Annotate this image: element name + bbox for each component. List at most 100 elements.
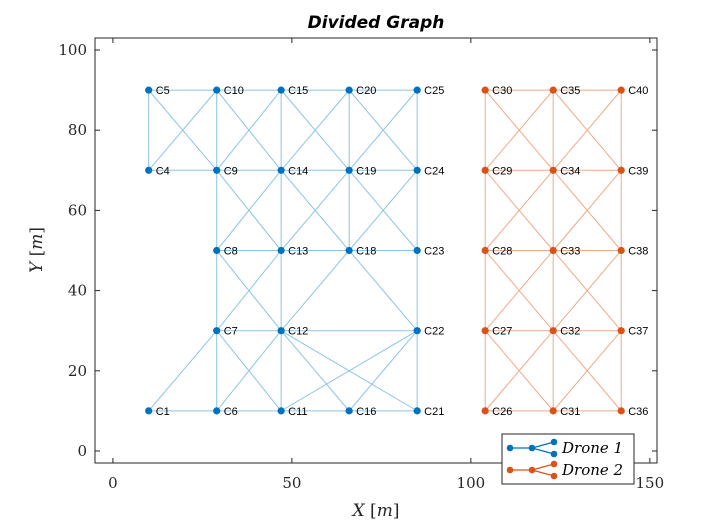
legend-line <box>531 469 555 477</box>
node-label-C27: C27 <box>492 326 512 338</box>
legend-marker <box>506 466 514 474</box>
node-label-C24: C24 <box>424 165 444 177</box>
y-tick-label: 40 <box>68 282 87 300</box>
node-label-C15: C15 <box>288 85 308 97</box>
node-label-C38: C38 <box>628 246 648 258</box>
x-tick-label: 0 <box>108 474 118 492</box>
node-C34 <box>549 166 557 174</box>
edge-C10-C14 <box>216 89 282 171</box>
legend-line <box>531 441 555 449</box>
edge-C14-C18 <box>280 169 350 251</box>
node-label-C18: C18 <box>356 246 376 258</box>
y-axis-label: Y [m] <box>27 227 47 273</box>
node-C19 <box>345 166 353 174</box>
edge-C34-C38 <box>552 169 622 251</box>
node-label-C7: C7 <box>224 326 238 338</box>
x-tick-label: 150 <box>636 474 665 492</box>
node-C33 <box>549 246 557 255</box>
node-label-C11: C11 <box>288 406 307 418</box>
node-label-C8: C8 <box>224 246 238 258</box>
y-tick-label: 0 <box>77 442 87 460</box>
node-label-C23: C23 <box>424 246 444 258</box>
node-label-C34: C34 <box>560 165 580 177</box>
node-label-C4: C4 <box>156 165 170 177</box>
legend: Drone 1 Drone 2 <box>501 433 635 485</box>
x-axis-label: X [m] <box>351 501 400 521</box>
edge-C33-C37 <box>552 250 622 332</box>
legend-label-1: Drone 1 <box>561 439 623 457</box>
node-C12 <box>277 327 285 335</box>
node-C20 <box>345 86 353 94</box>
node-C29 <box>481 166 489 174</box>
edge-C16-C22 <box>348 330 418 412</box>
node-label-C28: C28 <box>492 246 512 258</box>
edge-C15-C19 <box>280 89 350 171</box>
node-C14 <box>277 166 285 174</box>
x-tick-label: 50 <box>282 474 301 492</box>
edge-C28-C32 <box>484 250 554 332</box>
node-C7 <box>213 327 221 335</box>
legend-marker <box>550 472 558 480</box>
y-tick-label: 20 <box>68 362 87 380</box>
node-label-C9: C9 <box>224 165 238 177</box>
node-C28 <box>481 246 489 255</box>
node-C36 <box>617 407 625 415</box>
edge-C12-C16 <box>280 330 350 412</box>
node-label-C25: C25 <box>424 85 444 97</box>
node-C6 <box>213 407 221 415</box>
node-label-C31: C31 <box>560 406 580 418</box>
plot-frame <box>94 37 658 464</box>
node-C8 <box>213 246 221 255</box>
legend-marker <box>528 466 536 474</box>
node-label-C40: C40 <box>628 85 648 97</box>
y-tick-label: 80 <box>68 121 87 139</box>
node-label-C10: C10 <box>224 85 244 97</box>
edge-C9-C13 <box>216 169 282 251</box>
edge-C5-C9 <box>148 89 218 171</box>
node-C21 <box>413 407 421 415</box>
node-label-C6: C6 <box>224 406 238 418</box>
node-label-C5: C5 <box>156 85 170 97</box>
y-tick-label: 100 <box>58 41 87 59</box>
legend-marker <box>506 444 514 452</box>
node-C35 <box>549 86 557 94</box>
node-label-C39: C39 <box>628 165 648 177</box>
legend-marker <box>550 450 558 458</box>
node-C5 <box>145 86 153 94</box>
node-C31 <box>549 407 557 415</box>
node-C26 <box>481 407 489 415</box>
edge-C8-C12 <box>216 250 282 332</box>
node-label-C30: C30 <box>492 85 512 97</box>
node-C40 <box>617 86 625 94</box>
node-C38 <box>617 246 625 255</box>
graph-nodes: C1 C4 C5 C6 C7 C8 C9 C10 C11 C12 C13 C14 C15 C16 C18 C1… <box>145 85 648 418</box>
node-label-C35: C35 <box>560 85 580 97</box>
chart-title: Divided Graph <box>308 13 445 33</box>
node-label-C12: C12 <box>288 326 308 338</box>
legend-line <box>531 447 555 455</box>
node-label-C19: C19 <box>356 165 376 177</box>
legend-marker <box>550 460 558 468</box>
node-label-C13: C13 <box>288 246 308 258</box>
axes: 0 50 100 150 0 20 40 60 80 100 <box>58 37 665 492</box>
graph-edges <box>148 89 622 412</box>
node-C4 <box>145 166 153 174</box>
node-label-C29: C29 <box>492 165 512 177</box>
legend-label-2: Drone 2 <box>561 461 623 479</box>
legend-line <box>531 463 555 471</box>
node-C32 <box>549 327 557 335</box>
node-label-C26: C26 <box>492 406 512 418</box>
node-C9 <box>213 166 221 174</box>
node-label-C37: C37 <box>628 326 648 338</box>
edge-C32-C36 <box>552 330 622 412</box>
node-label-C22: C22 <box>424 326 444 338</box>
y-tick-label: 60 <box>68 201 87 219</box>
legend-box <box>501 433 635 485</box>
edge-C35-C39 <box>552 89 622 171</box>
node-C10 <box>213 86 221 94</box>
node-C1 <box>145 407 153 415</box>
node-C25 <box>413 86 421 94</box>
edge-C27-C31 <box>484 330 554 412</box>
edge-C29-C33 <box>484 169 554 251</box>
node-C11 <box>277 407 285 415</box>
